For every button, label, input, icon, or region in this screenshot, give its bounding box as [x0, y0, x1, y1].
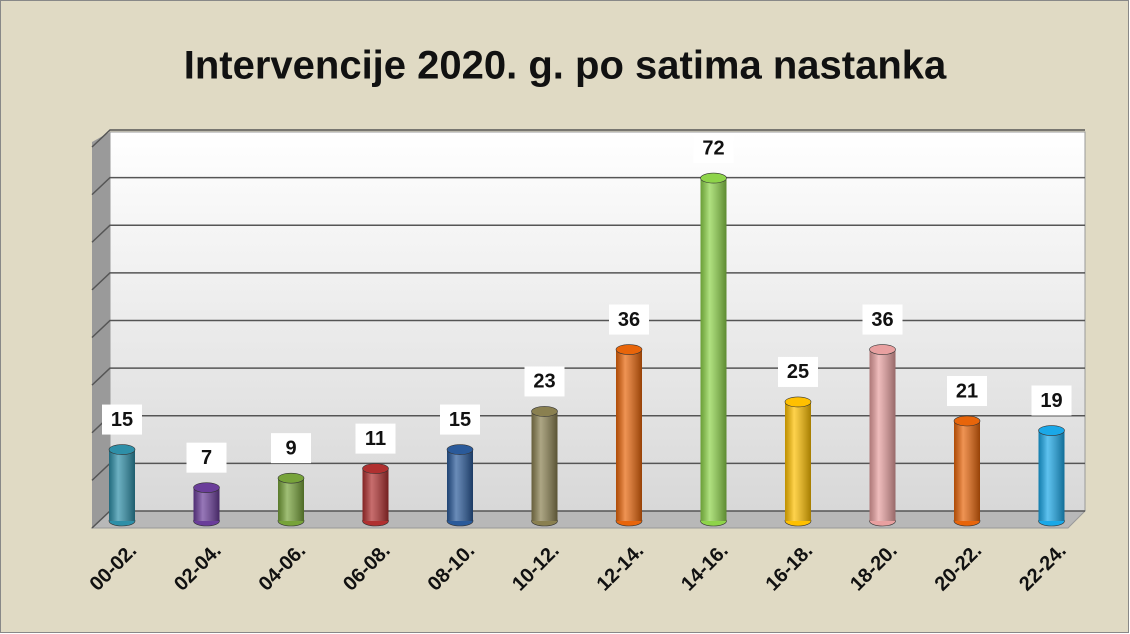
bar-shade	[785, 401, 811, 521]
value-label-box	[440, 404, 480, 435]
value-label-box	[693, 133, 734, 164]
grid-line	[91, 272, 1085, 291]
bar-top	[277, 472, 305, 484]
bar-top	[1038, 425, 1065, 436]
bar-top	[784, 396, 812, 408]
back-wall	[109, 131, 1086, 512]
bar	[531, 406, 558, 527]
bar-top	[700, 172, 727, 184]
value-label-box	[947, 375, 987, 406]
grid-line	[91, 367, 1085, 386]
bar-shade	[193, 487, 220, 521]
bar-top	[362, 463, 389, 474]
value-label: 21	[956, 380, 978, 402]
grid-line	[91, 129, 1085, 148]
value-label-box	[778, 356, 818, 387]
value-label: 36	[618, 309, 640, 331]
bar-shade	[278, 478, 304, 521]
bar	[277, 472, 305, 527]
bar-top	[953, 415, 981, 427]
value-label-box	[186, 442, 227, 473]
value-label-box	[609, 304, 649, 335]
bar	[446, 444, 474, 527]
grid-line	[91, 319, 1085, 339]
value-label: 23	[533, 371, 555, 393]
value-label: 11	[365, 428, 386, 450]
bar-top	[108, 444, 136, 455]
bar-shade	[700, 178, 727, 521]
bar	[615, 344, 643, 527]
floor	[90, 510, 1087, 529]
bar	[362, 463, 389, 527]
chart-title: Intervencije 2020. g. po satima nastanka	[184, 44, 947, 88]
bar-top	[446, 444, 474, 455]
bar-top	[615, 344, 643, 355]
value-label: 19	[1040, 390, 1062, 412]
bar-shade	[869, 349, 896, 521]
bar-shade	[616, 349, 642, 521]
bar-shade	[109, 449, 135, 521]
value-label-box	[1031, 385, 1072, 416]
bar-shade	[447, 449, 473, 521]
bar	[869, 344, 896, 527]
bar-top	[193, 482, 220, 493]
bar	[193, 482, 220, 527]
grid-line	[91, 224, 1085, 243]
bar-shade	[954, 420, 980, 521]
bar	[700, 172, 727, 527]
value-label: 36	[871, 309, 893, 331]
bar-shade	[531, 411, 558, 521]
value-label: 25	[787, 361, 809, 383]
value-label: 7	[201, 447, 212, 469]
value-label-box	[355, 423, 396, 454]
grid-line	[91, 176, 1085, 196]
value-label: 72	[702, 137, 724, 159]
value-label: 15	[449, 409, 471, 431]
bar-top	[869, 344, 896, 355]
bar	[784, 396, 812, 527]
bar	[953, 415, 981, 527]
value-label: 9	[285, 437, 296, 459]
value-label-box	[271, 433, 311, 464]
value-label-box	[862, 304, 903, 335]
bar-top	[531, 406, 558, 417]
value-label-box	[102, 404, 142, 435]
value-label: 15	[111, 409, 133, 431]
bar	[108, 444, 136, 527]
bar-shade	[1038, 430, 1065, 521]
value-label-box	[524, 366, 565, 397]
bar-shade	[362, 468, 389, 521]
bar	[1038, 425, 1065, 527]
